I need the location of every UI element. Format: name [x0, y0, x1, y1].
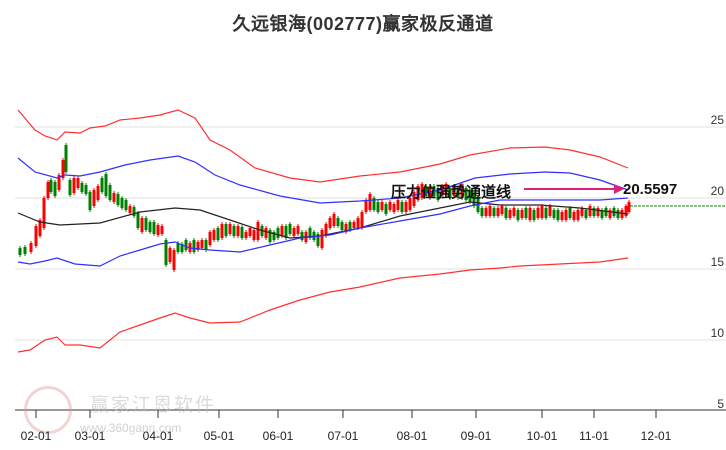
x-tick-label: 11-01 [579, 429, 609, 443]
annotation-label: 压力位强势通道线 [391, 184, 512, 201]
y-tick-5: 5 [717, 397, 724, 411]
x-tick-label: 04-01 [142, 429, 174, 443]
channel-line [17, 109, 629, 183]
channel-lines [17, 109, 629, 353]
x-tick-label: 09-01 [460, 429, 492, 443]
watermark-url: www.360gann.com [80, 421, 182, 435]
x-tick-label: 12-01 [640, 429, 672, 443]
watermark-brand: 赢家江恩软件 [90, 395, 217, 416]
x-tick-label: 08-01 [396, 429, 428, 443]
channel-line [17, 197, 629, 267]
x-tick-label: 03-01 [74, 429, 106, 443]
channel-line [17, 257, 629, 353]
x-tick-label: 05-01 [203, 429, 235, 443]
y-tick-10: 10 [710, 326, 724, 340]
y-tick-20: 20 [710, 184, 724, 198]
x-tick-label: 02-01 [20, 429, 52, 443]
chart-title: 久远银海(002777)赢家极反通道 [232, 14, 494, 34]
grid-lines [15, 126, 726, 341]
candlesticks [18, 143, 631, 272]
x-tick-label: 10-01 [526, 429, 558, 443]
arrow-head-icon [614, 184, 624, 194]
annotation-value: 20.5597 [623, 181, 678, 198]
channel-line [17, 155, 629, 204]
x-tick-label: 06-01 [262, 429, 294, 443]
y-tick-15: 15 [710, 255, 724, 269]
x-tick-label: 07-01 [327, 429, 359, 443]
channel-line [17, 201, 629, 239]
watermark-seal-icon [24, 386, 72, 434]
y-tick-25: 25 [710, 113, 724, 127]
